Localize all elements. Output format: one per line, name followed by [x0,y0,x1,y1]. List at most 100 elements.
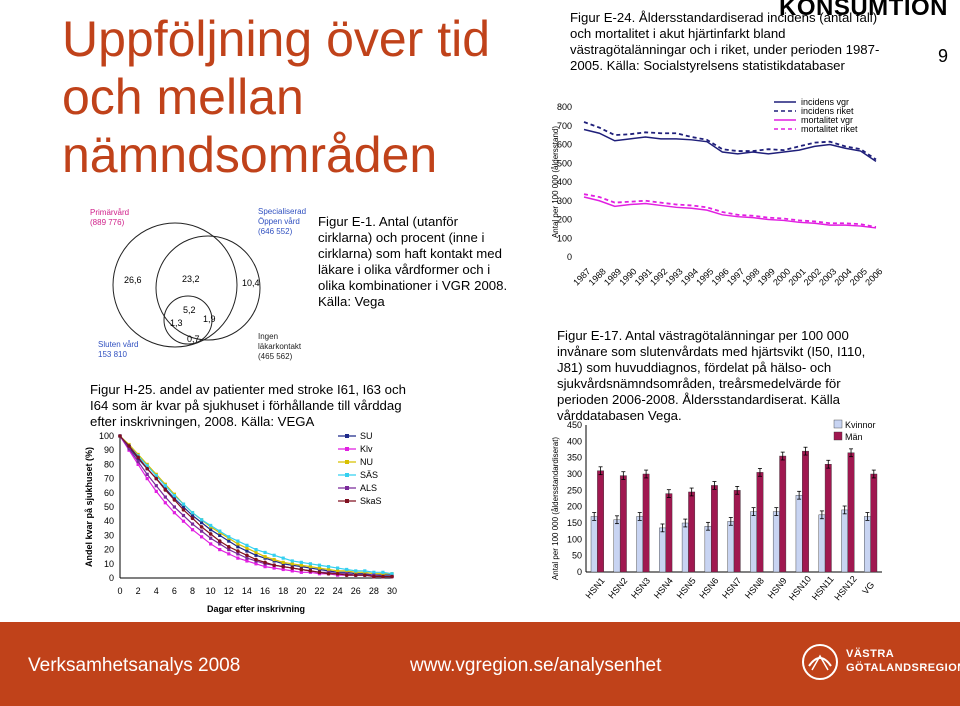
bar [772,511,780,573]
data-point [145,472,149,476]
y-tick-label: 600 [557,140,572,150]
legend-label: SU [360,431,373,441]
data-point [272,553,276,557]
x-tick-label: HSN11 [810,574,836,602]
data-point [181,505,186,509]
data-point [227,535,231,539]
venn-label-primarvard: Primärvård (889 776) [90,208,130,227]
x-tick-label: HSN3 [629,576,652,601]
data-point [290,569,294,573]
venn-diagram [112,222,261,348]
y-axis-title: Andel kvar på sjukhuset (%) [84,447,94,567]
data-point [263,565,267,569]
y-tick-label: 20 [104,545,114,555]
bar [864,516,871,573]
data-point [308,565,312,569]
data-point [245,549,249,553]
data-point [172,505,176,509]
data-point [354,569,358,573]
x-tick-label: HSN9 [766,576,789,601]
data-point [181,508,186,512]
bar [802,450,809,573]
title-line-2: och mellan [62,69,304,125]
data-point [118,434,122,438]
data-point [281,560,285,564]
data-point [145,466,149,471]
data-point [336,566,340,570]
page-number: 9 [937,46,948,66]
logo-text-line1: VÄSTRA [846,648,895,660]
y-tick-label: 0 [567,252,572,262]
legend-label: SkaS [360,496,382,506]
data-point [217,539,222,543]
data-point [254,550,258,555]
y-tick-label: 300 [567,469,582,479]
footer-url-link[interactable]: www.vgregion.se/analysenhet [410,655,662,676]
x-tick-label: HSN6 [697,576,720,601]
data-point [317,566,322,570]
data-point [308,569,313,573]
data-point [336,569,340,573]
series-line [583,128,877,162]
bar [779,455,787,573]
venn-value: 10,4 [242,278,260,288]
data-point [218,542,222,546]
bar [613,519,621,573]
y-tick-label: 40 [104,516,114,526]
x-tick-label: 24 [333,586,343,596]
title-line-3: nämndsområden [62,127,438,183]
data-point [290,559,294,563]
data-point [335,571,340,576]
caption-figure-h25: Figur H-25. andel av patienter med strok… [90,382,406,429]
bar [818,514,826,573]
data-point [381,574,385,579]
y-tick-label: 80 [104,459,114,469]
legend-label: Kvinnor [845,420,876,430]
y-tick-label: 500 [557,158,572,168]
data-point [190,516,195,521]
data-point [200,518,204,522]
x-tick-label: 14 [242,586,252,596]
y-tick-label: 50 [572,551,582,561]
data-point [172,498,177,502]
legend-label: incidens vgr [801,97,849,107]
bar [795,495,803,573]
data-point [363,569,367,573]
y-tick-label: 100 [567,534,582,544]
data-point [390,574,394,579]
bar [733,490,741,573]
legend-swatch [833,419,843,429]
y-tick-label: 300 [557,196,572,206]
x-tick-label: 18 [278,586,288,596]
venn-value: 5,2 [183,305,196,315]
y-axis-title: Antal per 100 000 (åldersstand) [551,126,560,238]
data-point [127,444,131,448]
legend-marker [345,473,349,477]
data-point [290,566,295,570]
y-tick-label: 30 [104,530,114,540]
data-point [218,529,222,533]
y-tick-label: 70 [104,474,114,484]
bar [597,470,604,573]
data-point [200,529,204,533]
data-point [299,570,303,574]
legend-marker [345,434,349,438]
y-tick-label: 90 [104,445,114,455]
data-point [181,513,186,518]
x-tick-label: 2 [136,586,141,596]
bar [824,464,832,573]
x-tick-label: 20 [296,586,306,596]
bar [590,516,598,573]
y-tick-label: 400 [567,436,582,446]
data-point [227,539,231,543]
y-tick-label: 700 [557,121,572,131]
bar [619,475,627,573]
venn-circle-specialiserad [155,235,261,341]
x-tick-label: HSN12 [832,574,858,603]
data-point [136,459,140,464]
legend-label: SÄS [360,470,378,480]
data-point [254,557,258,562]
data-point [154,484,158,488]
data-point [172,494,176,498]
